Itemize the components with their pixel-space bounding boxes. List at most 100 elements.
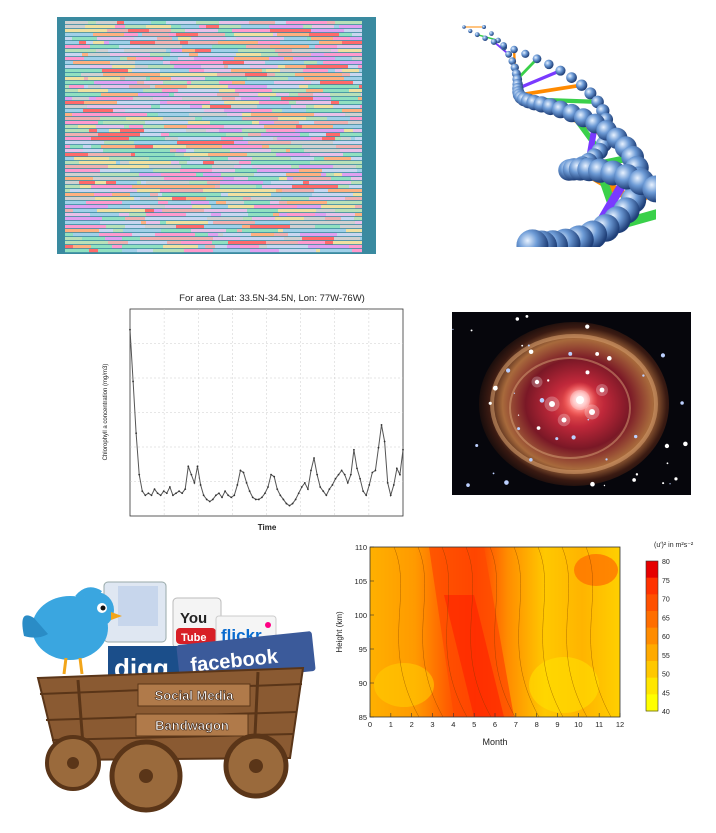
heatmap-y-tick-label: 100 xyxy=(354,611,367,620)
heatmap-x-tick-label: 11 xyxy=(595,720,603,729)
star-nebula-photo-icon xyxy=(452,312,691,495)
series-point xyxy=(395,467,398,470)
series-point xyxy=(196,465,199,468)
series-point xyxy=(310,469,312,472)
colorbar-tick-label: 80 xyxy=(662,559,670,566)
series-point xyxy=(239,469,242,472)
series-point xyxy=(190,473,193,476)
series-point xyxy=(208,500,211,503)
series-point xyxy=(371,471,374,474)
series-point xyxy=(307,488,309,490)
colorbar-tick-label: 65 xyxy=(662,615,670,622)
series-point xyxy=(251,496,254,499)
series-point xyxy=(218,492,220,495)
series-point xyxy=(230,496,233,499)
sign-plank-2 xyxy=(135,713,249,737)
series-point xyxy=(322,490,325,493)
series-point xyxy=(233,494,236,497)
series-point xyxy=(227,494,230,497)
heatmap-x-axis-label: Month xyxy=(482,737,507,747)
sign-bandwagon: Bandwagon xyxy=(155,718,229,733)
series-point xyxy=(343,473,346,476)
series-point xyxy=(221,496,223,499)
series-point xyxy=(300,486,303,488)
series-point xyxy=(399,473,401,476)
wagon-wheel xyxy=(109,739,183,813)
sign-social-media: Social Media xyxy=(155,688,235,703)
colorbar-title: (u')² in m²s⁻² xyxy=(654,542,694,549)
series-point xyxy=(313,457,315,459)
heatmap-x-tick-label: 7 xyxy=(514,720,518,729)
series-point xyxy=(285,502,288,505)
series-point xyxy=(211,498,214,501)
y-axis-label: Chlorophyll a concentration (mg/m3) xyxy=(103,364,109,461)
heatmap-y-tick-label: 85 xyxy=(359,713,367,722)
colorbar-tick-label: 55 xyxy=(662,653,670,660)
series-point xyxy=(383,440,386,443)
series-point xyxy=(214,494,217,497)
colorbar-tick-label: 40 xyxy=(662,709,670,716)
heatmap-x-tick-label: 5 xyxy=(472,720,476,729)
chart-title: For area (Lat: 33.5N-34.5N, Lon: 77W-76W… xyxy=(179,293,365,304)
colorbar-tick-label: 60 xyxy=(662,634,670,641)
series-point xyxy=(202,494,205,497)
series-point xyxy=(236,484,239,486)
series-point xyxy=(380,424,383,426)
colorbar-swatch xyxy=(646,594,658,612)
twitter-bird-icon xyxy=(22,587,122,675)
social-media-wagon-icon: You Tube flickr digg facebook Soci xyxy=(22,581,316,813)
series-point xyxy=(340,469,343,472)
series-point xyxy=(282,498,285,501)
colorbar-swatch xyxy=(646,644,658,662)
series-point xyxy=(165,492,168,495)
series-point xyxy=(353,448,355,451)
series-point xyxy=(138,473,141,476)
series-point xyxy=(245,481,248,484)
colorbar-swatch xyxy=(646,611,658,629)
series-point xyxy=(270,473,273,476)
series-point xyxy=(242,471,245,474)
series-point xyxy=(319,486,322,488)
series-point xyxy=(129,328,131,331)
series-point xyxy=(193,481,196,484)
series-point xyxy=(172,494,174,497)
heatmap-x-tick-label: 4 xyxy=(451,720,455,729)
timeseries-chart: For area (Lat: 33.5N-34.5N, Lon: 77W-76W… xyxy=(103,293,404,532)
series-point xyxy=(132,380,134,383)
series-point xyxy=(248,490,251,493)
wagon-wheel xyxy=(223,733,289,799)
colorbar-swatch xyxy=(646,677,658,695)
series-point xyxy=(331,484,334,486)
series-point xyxy=(147,492,150,495)
series-point xyxy=(325,494,328,497)
series-point xyxy=(162,490,165,493)
series-point xyxy=(386,481,389,484)
colorbar-swatch xyxy=(646,627,658,645)
series-point xyxy=(254,498,257,501)
heatmap-y-tick-label: 110 xyxy=(355,543,367,552)
heatmap-x-tick-label: 6 xyxy=(493,720,497,729)
series-point xyxy=(276,488,279,490)
series-point xyxy=(365,494,368,497)
nebula-photo xyxy=(452,312,691,495)
heatmap-x-tick-label: 12 xyxy=(616,720,624,729)
series-point xyxy=(402,448,404,451)
series-point xyxy=(205,498,208,501)
wagon-wheel xyxy=(45,735,101,791)
sequence-alignment-grid-icon xyxy=(57,17,376,254)
series-point xyxy=(389,494,392,497)
series-point xyxy=(362,490,365,493)
series-point xyxy=(359,477,361,480)
series-point xyxy=(273,475,276,478)
colorbar-swatch xyxy=(646,561,658,579)
series-point xyxy=(168,486,171,488)
heatmap-x-tick-label: 3 xyxy=(430,720,434,729)
series-point xyxy=(337,473,340,476)
series-point xyxy=(279,494,282,497)
series-point xyxy=(303,481,306,484)
series-point xyxy=(187,465,190,468)
series-point xyxy=(377,446,380,449)
colorbar-swatch xyxy=(646,694,658,712)
heatmap-x-tick-label: 9 xyxy=(555,720,559,729)
series-point xyxy=(346,481,349,484)
